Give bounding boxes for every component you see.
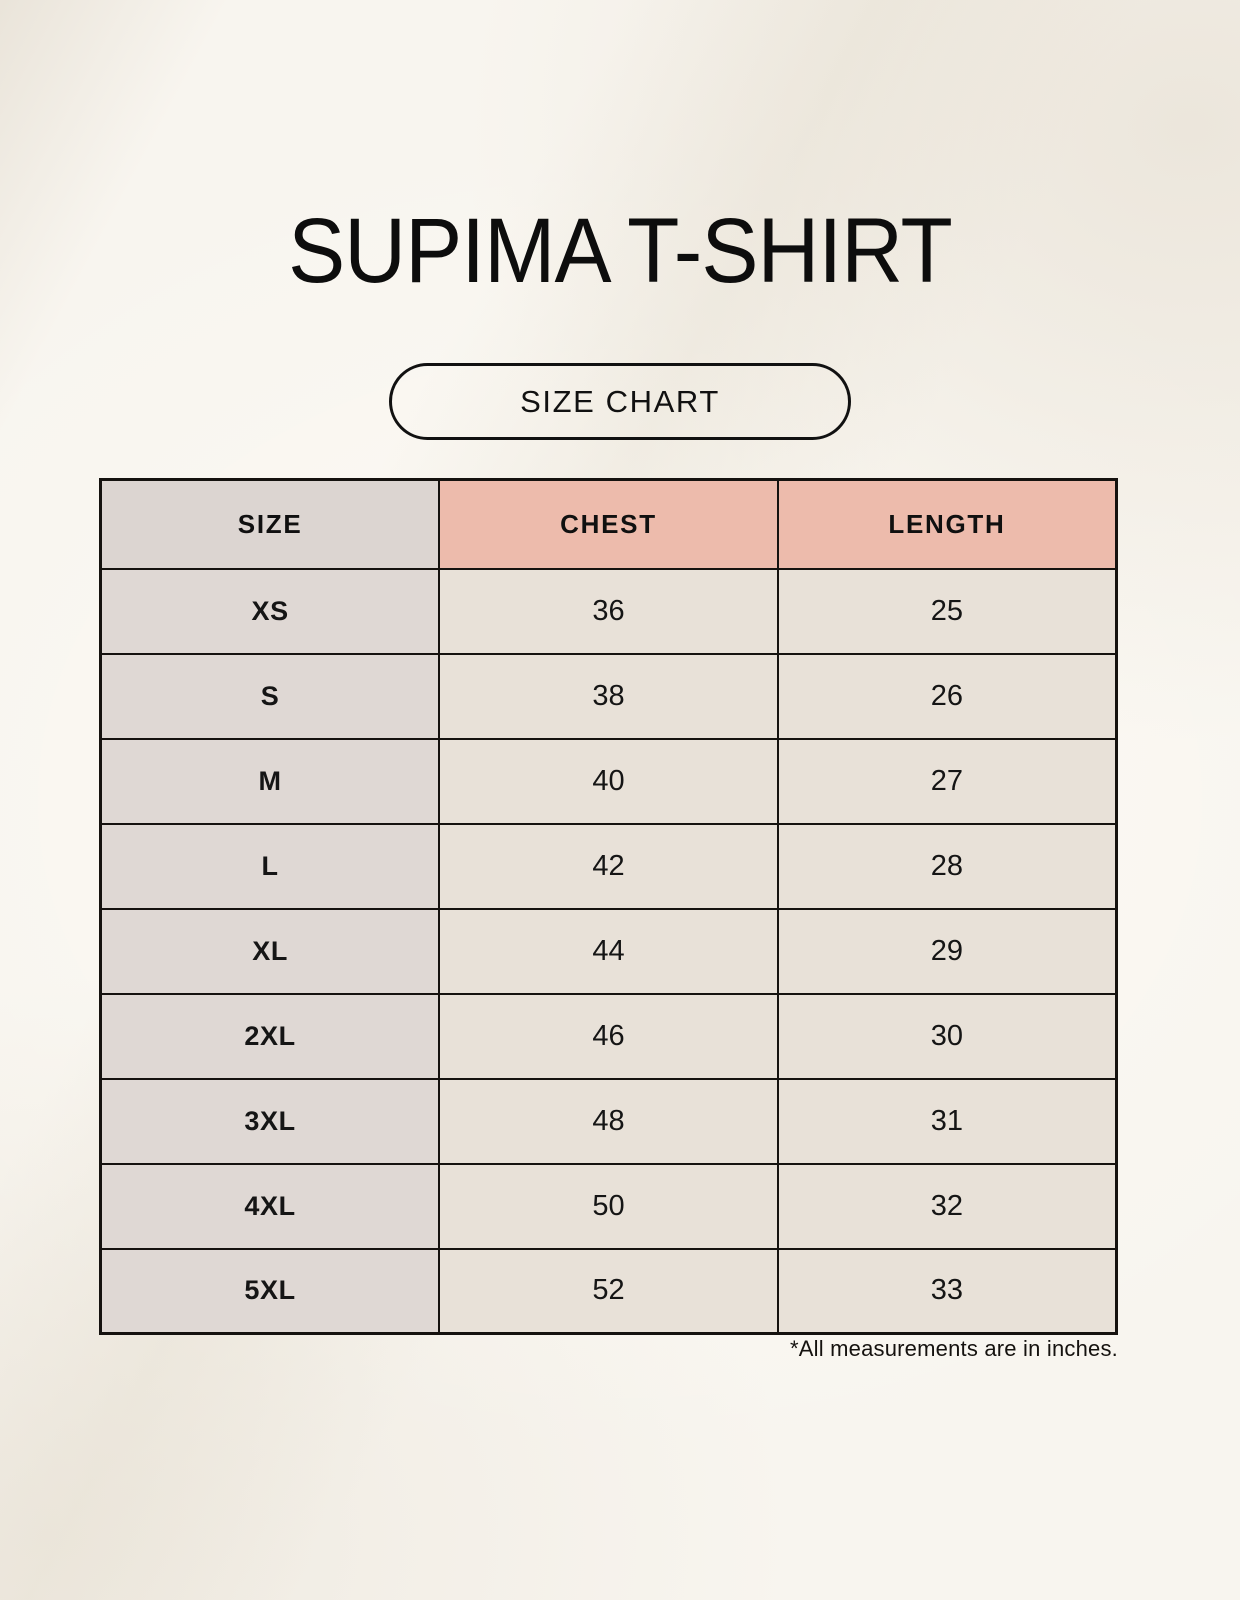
column-header-length: LENGTH <box>776 478 1118 570</box>
measurement-footnote: *All measurements are in inches. <box>790 1336 1118 1361</box>
table-row: 5XL 52 33 <box>99 1247 1118 1335</box>
cell-chest: 50 <box>438 1162 779 1250</box>
badge-container: SIZE CHART <box>0 363 1240 440</box>
cell-size: XS <box>99 567 441 655</box>
table-row: XL 44 29 <box>99 907 1118 995</box>
cell-length: 33 <box>776 1247 1118 1335</box>
table-row: 4XL 50 32 <box>99 1162 1118 1250</box>
cell-size: M <box>99 737 441 825</box>
table-row: XS 36 25 <box>99 567 1118 655</box>
table-body: XS 36 25 S 38 26 M 40 27 L 42 28 <box>99 567 1118 1335</box>
cell-size: 3XL <box>99 1077 441 1165</box>
cell-length: 30 <box>776 992 1118 1080</box>
column-header-chest: CHEST <box>438 478 779 570</box>
cell-chest: 38 <box>438 652 779 740</box>
cell-size: L <box>99 822 441 910</box>
cell-size: S <box>99 652 441 740</box>
table-row: S 38 26 <box>99 652 1118 740</box>
cell-length: 26 <box>776 652 1118 740</box>
cell-chest: 48 <box>438 1077 779 1165</box>
cell-length: 27 <box>776 737 1118 825</box>
cell-size: 4XL <box>99 1162 441 1250</box>
cell-size: XL <box>99 907 441 995</box>
cell-length: 29 <box>776 907 1118 995</box>
cell-chest: 40 <box>438 737 779 825</box>
size-table: SIZE CHEST LENGTH XS 36 25 S 38 26 M <box>99 478 1118 1335</box>
table-header-row: SIZE CHEST LENGTH <box>99 478 1118 570</box>
size-table-container: SIZE CHEST LENGTH XS 36 25 S 38 26 M <box>99 478 1118 1335</box>
table-row: L 42 28 <box>99 822 1118 910</box>
cell-size: 5XL <box>99 1247 441 1335</box>
cell-length: 32 <box>776 1162 1118 1250</box>
cell-chest: 46 <box>438 992 779 1080</box>
size-chart-badge: SIZE CHART <box>389 363 851 440</box>
table-header: SIZE CHEST LENGTH <box>99 478 1118 570</box>
page-title: SUPIMA T-SHIRT <box>288 200 953 302</box>
cell-length: 25 <box>776 567 1118 655</box>
cell-chest: 52 <box>438 1247 779 1335</box>
cell-length: 31 <box>776 1077 1118 1165</box>
cell-size: 2XL <box>99 992 441 1080</box>
cell-chest: 44 <box>438 907 779 995</box>
table-row: M 40 27 <box>99 737 1118 825</box>
cell-chest: 36 <box>438 567 779 655</box>
column-header-size: SIZE <box>99 478 441 570</box>
cell-chest: 42 <box>438 822 779 910</box>
cell-length: 28 <box>776 822 1118 910</box>
table-row: 2XL 46 30 <box>99 992 1118 1080</box>
table-row: 3XL 48 31 <box>99 1077 1118 1165</box>
